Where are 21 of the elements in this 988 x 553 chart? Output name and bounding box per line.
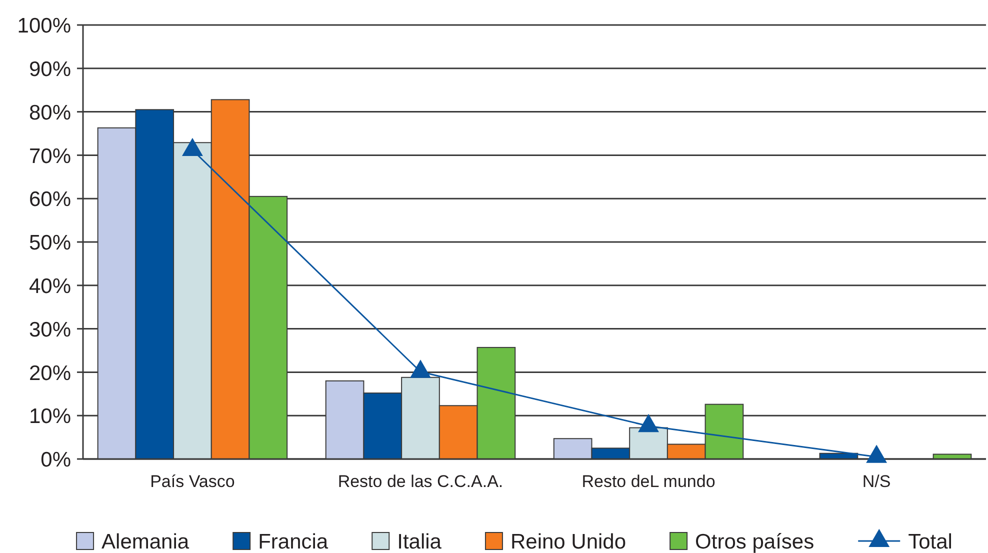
y-tick-label: 90% (28, 58, 71, 81)
y-tick-label: 30% (28, 318, 71, 342)
x-tick-label: País Vasco (150, 472, 235, 491)
y-tick-label: 80% (28, 101, 71, 124)
y-tick-label: 50% (28, 232, 71, 255)
x-tick-label: Resto de las C.C.A.A. (338, 472, 504, 491)
legend-label: Francia (258, 530, 328, 553)
y-tick-label: 60% (28, 188, 71, 212)
y-tick-label: 10% (28, 405, 71, 428)
y-tick-label: 0% (40, 448, 71, 472)
legend-label: Alemania (102, 530, 190, 553)
y-tick-label: 70% (28, 144, 71, 168)
legend-label: Otros países (695, 530, 814, 553)
x-tick-label: Resto deL mundo (582, 472, 716, 491)
legend-label: Reino Unido (510, 530, 626, 553)
x-tick-label: N/S (862, 472, 891, 491)
y-tick-label: 40% (28, 274, 71, 298)
y-tick-label: 20% (28, 362, 71, 385)
legend-label: Italia (397, 530, 442, 553)
y-tick-label: 100% (17, 14, 71, 38)
legend-label: Total (908, 530, 952, 553)
